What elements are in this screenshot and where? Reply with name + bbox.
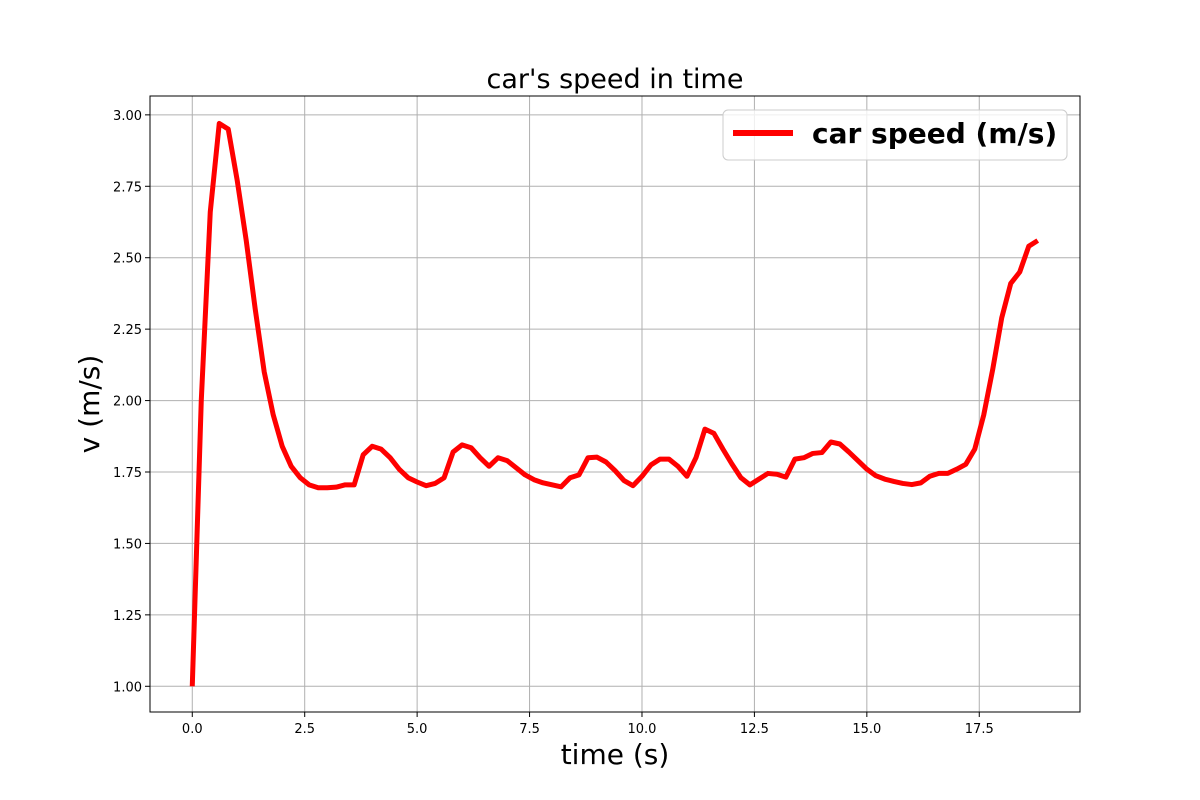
y-tick-label: 1.25 (113, 609, 142, 624)
ticks: 0.0 2.5 5.0 7.5 10.0 12.5 15.0 17.5 1.00 1.25 1.50… (113, 109, 994, 737)
plot-frame (149, 95, 1081, 713)
x-tick-label: 2.5 (294, 722, 315, 737)
series-layer (189, 120, 1040, 687)
x-tick-label: 10.0 (628, 722, 657, 737)
y-tick-label: 2.75 (113, 180, 142, 195)
series-line-car-speed (189, 120, 1040, 687)
grid (150, 96, 1080, 712)
y-tick-label: 1.00 (113, 680, 142, 695)
x-tick-label: 5.0 (407, 722, 428, 737)
y-tick-label: 3.00 (113, 109, 142, 124)
x-tick-label: 7.5 (519, 722, 540, 737)
legend: car speed (m/s) (722, 109, 1068, 161)
y-tick-label: 2.00 (113, 395, 142, 410)
y-tick-label: 2.25 (113, 323, 142, 338)
y-tick-label: 1.75 (113, 466, 142, 481)
x-tick-label: 0.0 (182, 722, 203, 737)
x-axis-label: time (s) (561, 738, 670, 771)
x-tick-label: 15.0 (852, 722, 881, 737)
y-tick-label: 1.50 (113, 537, 142, 552)
legend-box (722, 109, 1068, 161)
y-axis-label: v (m/s) (73, 355, 106, 454)
x-tick-label: 12.5 (740, 722, 769, 737)
legend-label: car speed (m/s) (812, 117, 1057, 150)
chart-title: car's speed in time (487, 64, 744, 95)
x-tick-label: 17.5 (965, 722, 994, 737)
y-tick-label: 2.50 (113, 252, 142, 267)
